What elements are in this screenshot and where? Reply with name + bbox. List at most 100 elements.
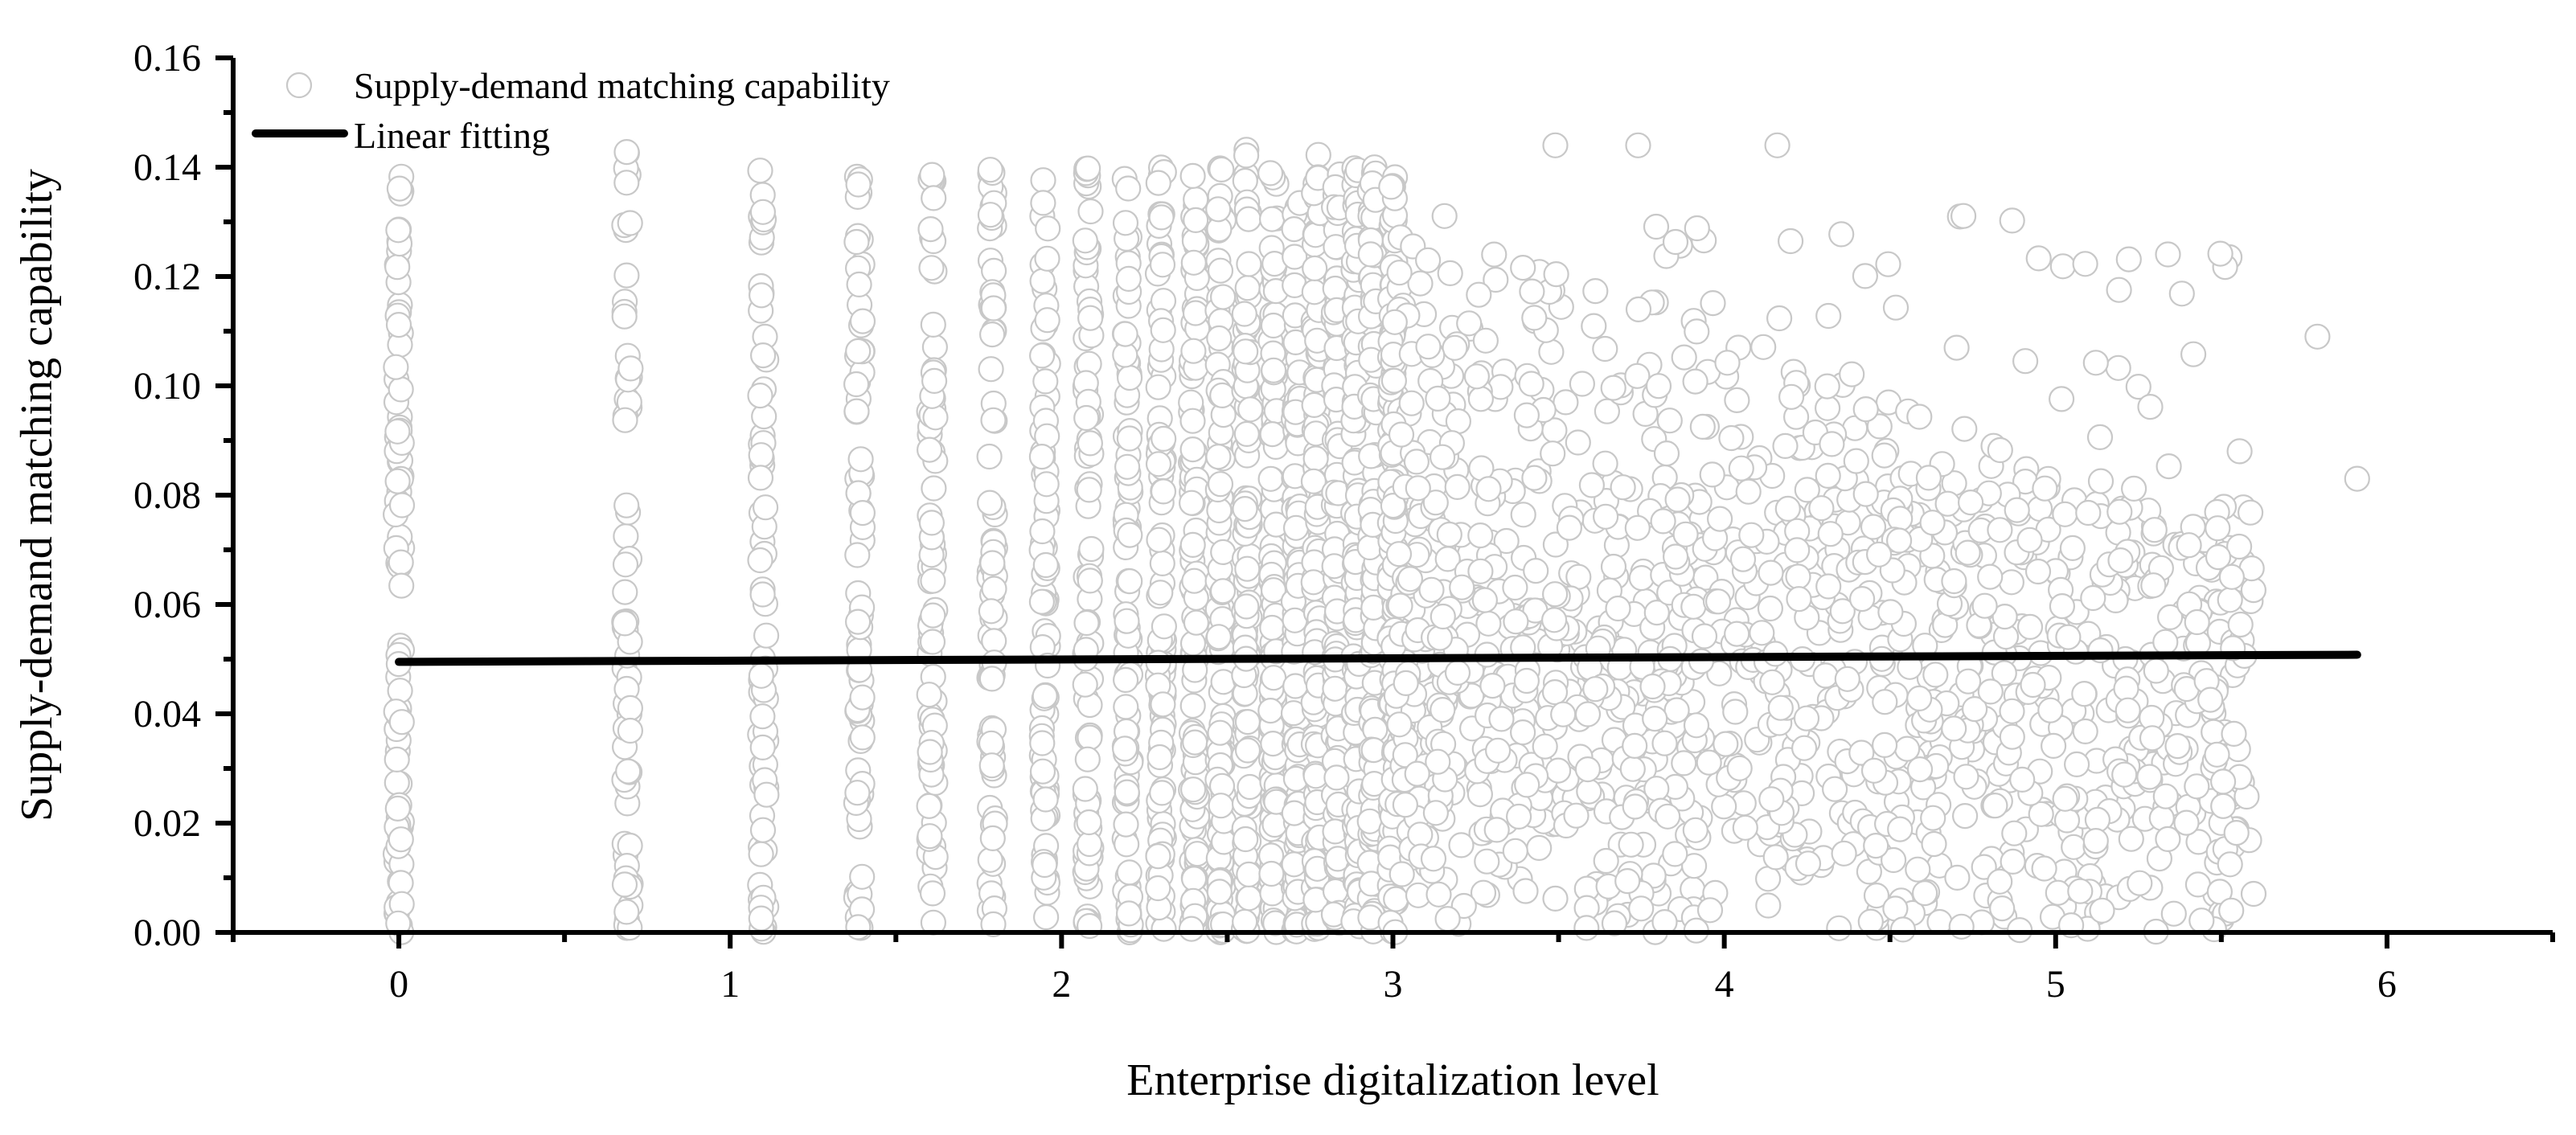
scatter-point [2072, 718, 2098, 745]
scatter-point [2218, 897, 2245, 924]
scatter-point [1593, 847, 1619, 875]
scatter-point [1029, 730, 1056, 756]
scatter-point [1257, 697, 1284, 724]
scatter-point [2157, 604, 2184, 631]
scatter-point [1871, 442, 1897, 469]
scatter-point [2016, 613, 2044, 641]
scatter-point [1116, 364, 1143, 391]
scatter-point [1418, 576, 1445, 603]
scatter-point [2141, 517, 2168, 543]
scatter-point [2184, 608, 2210, 636]
scatter-point [2049, 253, 2076, 280]
scatter-point [1112, 321, 1138, 347]
scatter-point [2140, 572, 2167, 599]
scatter-point [1689, 413, 1716, 440]
scatter-point [1257, 465, 1284, 492]
scatter-point [1542, 531, 1569, 558]
scatter-point [1582, 278, 1609, 305]
scatter-point [613, 139, 640, 166]
scatter-point [1470, 879, 1497, 906]
scatter-point [749, 199, 777, 225]
scatter-point [1448, 832, 1475, 858]
scatter-point [1505, 803, 1532, 830]
scatter-point [1236, 251, 1262, 277]
scatter-point [384, 769, 410, 796]
scatter-point [2001, 820, 2028, 846]
scatter-point [1912, 879, 1938, 907]
scatter-point [921, 475, 947, 502]
scatter-point [2240, 576, 2266, 604]
scatter-point [1600, 553, 1627, 580]
scatter-point [2152, 783, 2179, 809]
scatter-point [979, 825, 1006, 852]
scatter-point [1563, 802, 1589, 829]
scatter-point [1179, 692, 1206, 719]
scatter-point [1656, 408, 1683, 434]
scatter-point [1829, 598, 1856, 625]
linear-fit [395, 650, 2361, 666]
scatter-point [1718, 424, 1745, 452]
scatter-point [1724, 387, 1750, 413]
scatter-point [1387, 592, 1413, 619]
scatter-point [977, 202, 1004, 228]
scatter-point [1601, 910, 1628, 936]
scatter-point [918, 255, 945, 281]
scatter-point [1034, 307, 1060, 334]
scatter-point [1503, 608, 1529, 635]
scatter-point [1305, 141, 1331, 168]
scatter-point [2115, 246, 2142, 272]
scatter-point [1178, 490, 1205, 516]
scatter-point [2304, 323, 2331, 350]
scatter-point [1576, 778, 1602, 805]
scatter-point [1073, 609, 1100, 637]
scatter-point [1145, 374, 1171, 400]
scatter-point [1872, 731, 1898, 759]
scatter-point [978, 666, 1005, 692]
scatter-point [2082, 827, 2109, 854]
scatter-point [1386, 260, 1413, 286]
scatter-point [1538, 338, 1565, 365]
scatter-point [1114, 779, 1140, 805]
legend: Supply-demand matching capability Linear… [252, 65, 890, 156]
scatter-point [1032, 551, 1059, 579]
scatter-point [1481, 241, 1507, 268]
scatter-point [846, 271, 872, 297]
scatter-point [1420, 846, 1447, 872]
scatter-point [1357, 241, 1384, 268]
scatter-point [2226, 533, 2253, 560]
scatter-point [1077, 430, 1104, 457]
scatter-point [1322, 675, 1348, 702]
scatter-point [1722, 699, 1749, 725]
scatter-point [1076, 477, 1102, 503]
scatter-point [2226, 438, 2253, 465]
scatter-point [1778, 383, 1805, 410]
scatter-point [1111, 735, 1138, 762]
scatter-point [979, 550, 1006, 576]
scatter-point [1989, 895, 2016, 922]
scatter-point [980, 407, 1007, 433]
scatter-point [388, 549, 414, 576]
scatter-point [1650, 508, 1676, 535]
scatter-point [1671, 344, 1697, 371]
scatter-point [1179, 531, 1206, 559]
scatter-point [1852, 396, 1879, 423]
scatter-point [1145, 170, 1171, 196]
scatter-point [1430, 603, 1456, 630]
scatter-point [1149, 252, 1176, 278]
scatter-point [753, 622, 780, 649]
scatter-point [1955, 668, 1982, 695]
scatter-point [1234, 737, 1261, 764]
scatter-point [1148, 204, 1175, 231]
scatter-point [1074, 746, 1101, 772]
scatter-point [2105, 354, 2131, 381]
scatter-point [1484, 737, 1512, 764]
scatter-point [921, 185, 947, 211]
scatter-point [1574, 701, 1602, 727]
scatter-point [849, 724, 876, 751]
scatter-point [1881, 846, 1907, 874]
scatter-point [844, 780, 871, 806]
scatter-point [1113, 811, 1139, 838]
scatter-point [1114, 453, 1141, 480]
scatter-point [916, 436, 943, 463]
